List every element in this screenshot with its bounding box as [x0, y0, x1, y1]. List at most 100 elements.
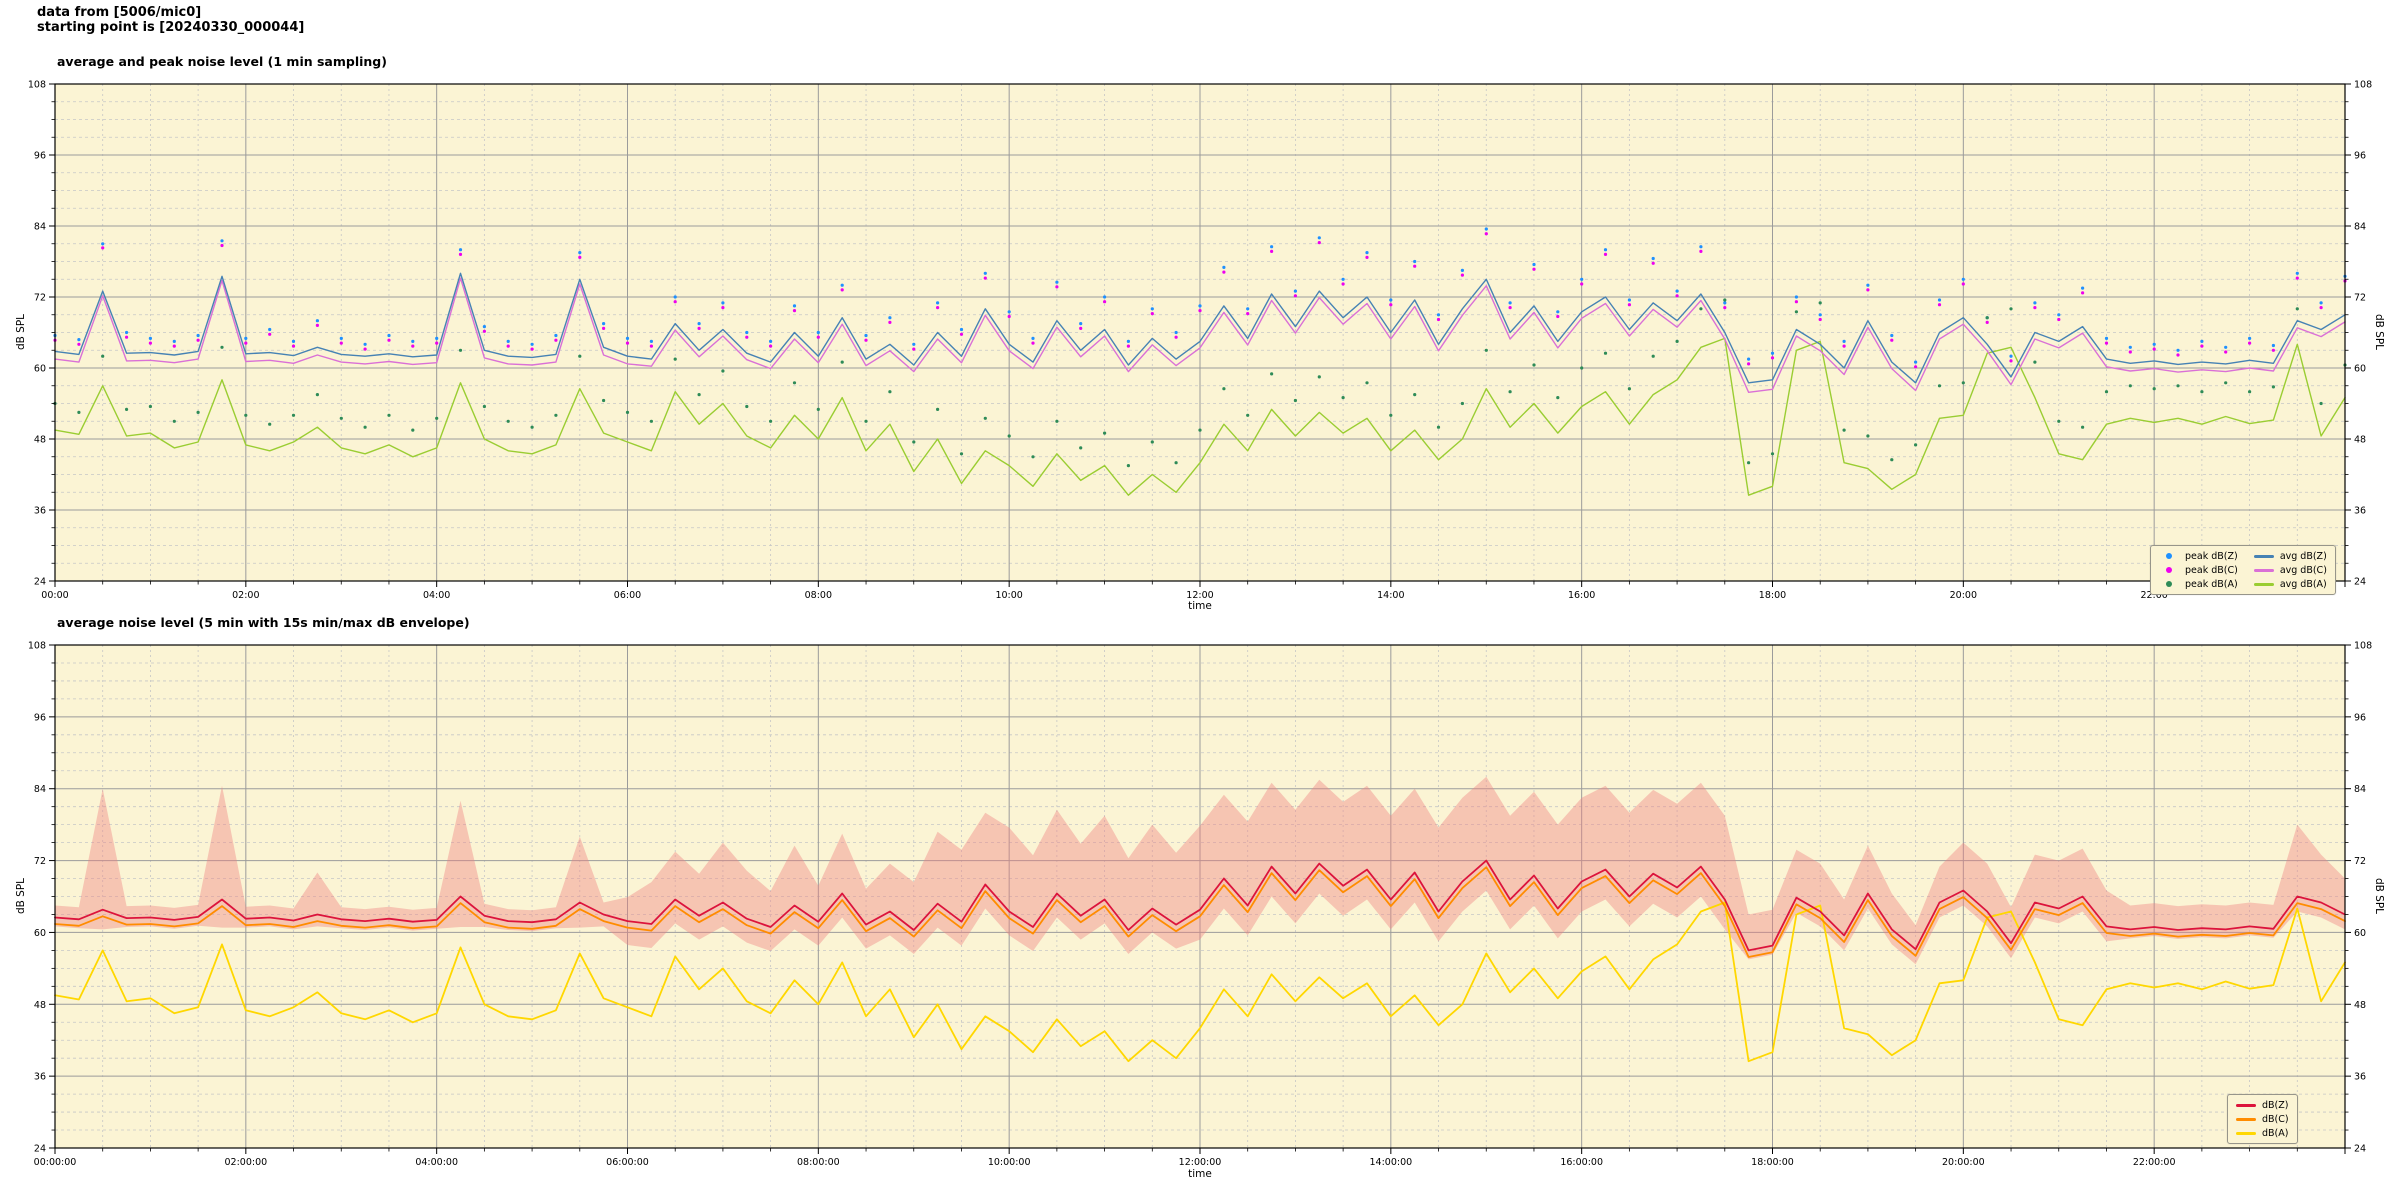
line-db-z- [54, 859, 2346, 952]
svg-text:24: 24 [34, 1144, 46, 1155]
svg-text:84: 84 [34, 784, 46, 795]
avg-dbc-swatch [2253, 568, 2274, 572]
legend-label: peak dB(C) [2185, 564, 2238, 576]
svg-text:00:00:00: 00:00:00 [34, 1157, 77, 1168]
top-chart-ylabel-left: dB SPL [15, 313, 27, 351]
svg-text:24: 24 [2354, 1144, 2366, 1155]
legend-peak-column: peak dB(Z) peak dB(C) peak dB(A) [2159, 549, 2238, 591]
legend-label: peak dB(Z) [2185, 550, 2238, 562]
svg-text:04:00:00: 04:00:00 [415, 1157, 458, 1168]
legend-label: avg dB(A) [2279, 578, 2327, 590]
svg-text:36: 36 [2354, 506, 2366, 517]
svg-text:72: 72 [34, 856, 46, 867]
svg-text:24: 24 [34, 577, 46, 588]
svg-text:20:00:00: 20:00:00 [1942, 1157, 1985, 1168]
svg-text:48: 48 [34, 435, 46, 446]
svg-text:12:00: 12:00 [1186, 590, 1213, 601]
header: data from [5006/mic0] starting point is … [37, 5, 304, 35]
line-db-c- [54, 866, 2346, 958]
svg-text:10:00: 10:00 [995, 590, 1022, 601]
svg-text:36: 36 [34, 506, 46, 517]
legend-item-avg-dbc: avg dB(C) [2253, 563, 2327, 577]
legend-item-avg-dba: avg dB(A) [2253, 577, 2327, 591]
svg-text:14:00: 14:00 [1377, 590, 1404, 601]
svg-text:108: 108 [28, 641, 46, 652]
dbc-swatch [2236, 1117, 2256, 1121]
svg-text:48: 48 [2354, 1000, 2366, 1011]
avg-dbz-swatch [2253, 554, 2274, 558]
top-chart-legend: peak dB(Z) peak dB(C) peak dB(A) avg dB(… [2150, 545, 2336, 595]
svg-text:96: 96 [2354, 712, 2366, 723]
top-chart-xlabel: time [1188, 600, 1212, 612]
svg-text:16:00: 16:00 [1568, 590, 1595, 601]
gridlines [55, 84, 2345, 581]
svg-text:84: 84 [2354, 784, 2366, 795]
bottom-chart-ylabel-right: dB SPL [2373, 877, 2385, 915]
legend-label: dB(C) [2262, 1113, 2289, 1125]
legend-item-avg-dbz: avg dB(Z) [2253, 549, 2327, 563]
svg-text:48: 48 [34, 1000, 46, 1011]
peak-dba-marker [2166, 581, 2172, 587]
svg-text:36: 36 [2354, 1072, 2366, 1083]
ticks: 24 24 36 36 48 48 60 60 72 72 84 84 96 96 108 108 00:00:… [28, 641, 2372, 1169]
svg-text:60: 60 [34, 928, 46, 939]
dbz-swatch [2236, 1103, 2256, 1107]
legend-item-peak-dbz: peak dB(Z) [2159, 549, 2238, 563]
legend-item-dbz: dB(Z) [2236, 1098, 2289, 1112]
legend-label: peak dB(A) [2185, 578, 2238, 590]
svg-text:14:00:00: 14:00:00 [1369, 1157, 1412, 1168]
svg-text:108: 108 [2354, 641, 2372, 652]
legend-label: dB(A) [2262, 1127, 2289, 1139]
bottom-chart-legend: dB(Z) dB(C) dB(A) [2227, 1094, 2298, 1144]
svg-text:24: 24 [2354, 577, 2366, 588]
peak-dbz-marker [2166, 553, 2172, 559]
legend-item-peak-dba: peak dB(A) [2159, 577, 2238, 591]
svg-text:20:00: 20:00 [1950, 590, 1977, 601]
svg-text:60: 60 [34, 364, 46, 375]
envelope-band [55, 776, 2345, 965]
legend-item-peak-dbc: peak dB(C) [2159, 563, 2238, 577]
legend-column: dB(Z) dB(C) dB(A) [2236, 1098, 2289, 1140]
legend-item-dbc: dB(C) [2236, 1112, 2289, 1126]
legend-label: dB(Z) [2262, 1099, 2289, 1111]
top-chart-title: average and peak noise level (1 min samp… [57, 54, 387, 69]
chart-1: 24 24 36 36 48 48 60 60 72 72 84 84 96 96 108 108 00:00:… [28, 641, 2372, 1169]
ticks: 24 24 36 36 48 48 60 60 72 72 84 84 96 96 108 108 00:00 0… [28, 80, 2372, 602]
svg-text:10:00:00: 10:00:00 [988, 1157, 1031, 1168]
legend-label: avg dB(Z) [2279, 550, 2327, 562]
header-line2: starting point is [20240330_000044] [37, 20, 305, 35]
svg-text:12:00:00: 12:00:00 [1179, 1157, 1222, 1168]
svg-text:72: 72 [34, 293, 46, 304]
svg-text:08:00:00: 08:00:00 [797, 1157, 840, 1168]
svg-text:06:00: 06:00 [614, 590, 641, 601]
avg-dba-swatch [2253, 582, 2274, 586]
svg-text:108: 108 [28, 80, 46, 91]
header-line1: data from [5006/mic0] [37, 5, 202, 20]
svg-text:02:00: 02:00 [232, 590, 259, 601]
svg-text:36: 36 [34, 1072, 46, 1083]
svg-text:06:00:00: 06:00:00 [606, 1157, 649, 1168]
svg-text:08:00: 08:00 [805, 590, 832, 601]
svg-text:108: 108 [2354, 80, 2372, 91]
svg-text:22:00:00: 22:00:00 [2133, 1157, 2176, 1168]
svg-text:18:00: 18:00 [1759, 590, 1786, 601]
line-avg-db-a- [54, 337, 2346, 496]
svg-text:60: 60 [2354, 928, 2366, 939]
svg-text:02:00:00: 02:00:00 [224, 1157, 267, 1168]
dba-swatch [2236, 1131, 2256, 1135]
svg-text:60: 60 [2354, 364, 2366, 375]
bottom-chart-xlabel: time [1188, 1168, 1212, 1180]
svg-text:00:00: 00:00 [41, 590, 68, 601]
top-chart-ylabel-right: dB SPL [2373, 313, 2385, 351]
svg-text:96: 96 [34, 151, 46, 162]
legend-avg-column: avg dB(Z) avg dB(C) avg dB(A) [2253, 549, 2327, 591]
bottom-chart-ylabel-left: dB SPL [15, 877, 27, 915]
svg-text:04:00: 04:00 [423, 590, 450, 601]
legend-label: avg dB(C) [2279, 564, 2327, 576]
line-db-a- [54, 901, 2346, 1063]
svg-text:22:00: 22:00 [2140, 590, 2167, 601]
bottom-chart-title: average noise level (5 min with 15s min/… [57, 615, 470, 630]
svg-text:48: 48 [2354, 435, 2366, 446]
scatter-peak-db-z- [53, 227, 2347, 364]
